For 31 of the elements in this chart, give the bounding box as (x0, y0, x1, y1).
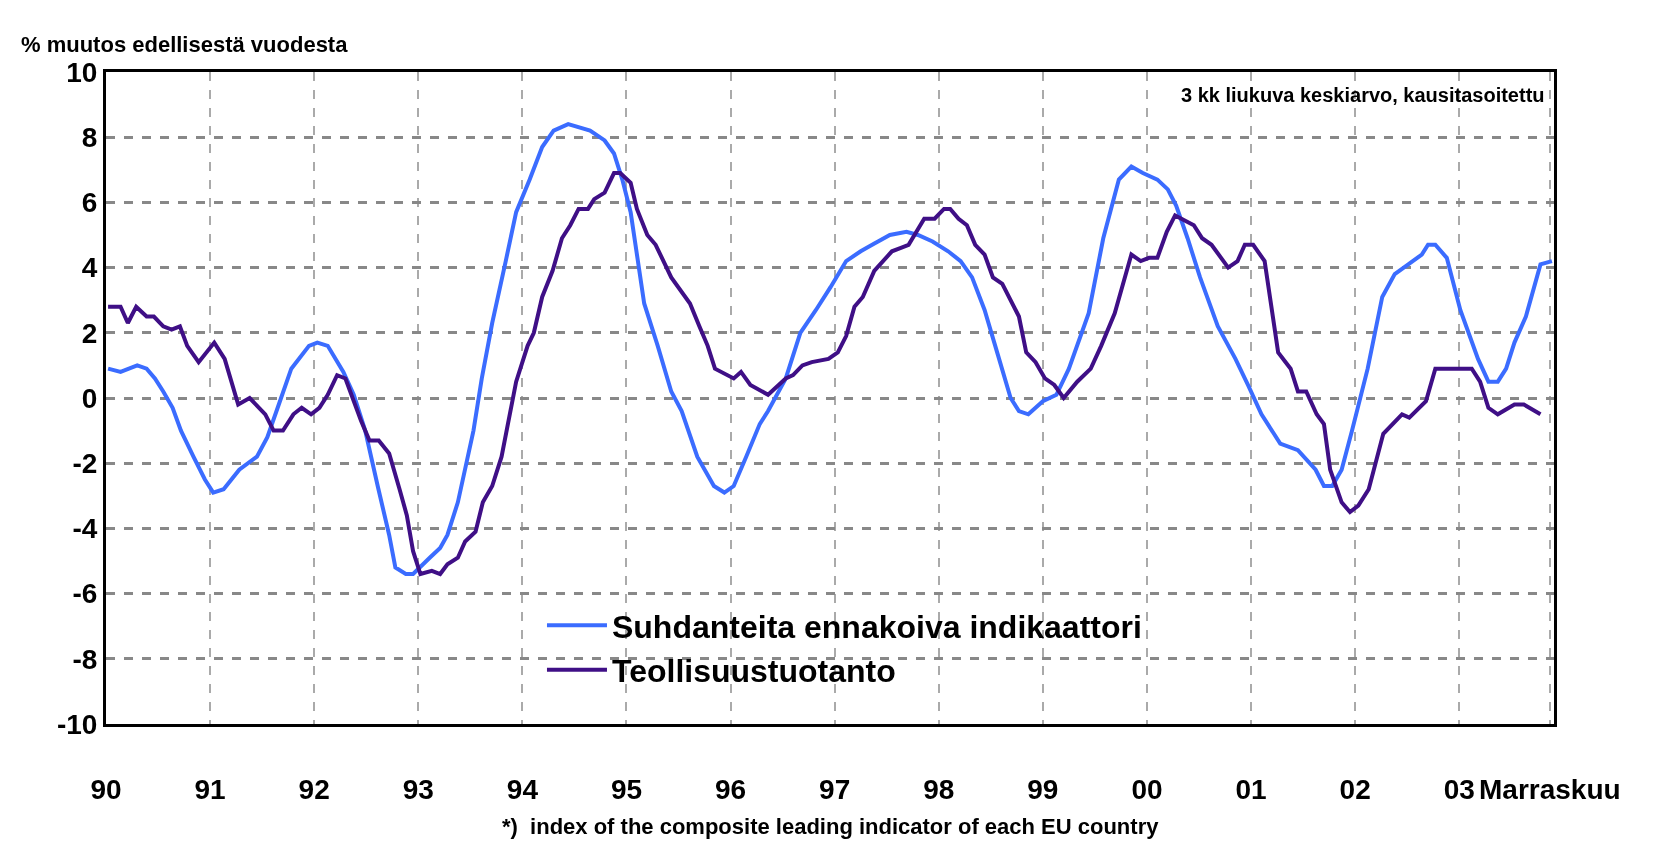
y-tick-label: 8 (81, 122, 98, 153)
x-tick-label: 92 (298, 773, 330, 805)
y-tick-label: -2 (72, 448, 98, 479)
x-tick-label: 01 (1235, 773, 1267, 805)
text: *) index of the composite leading indicator of each EU country (502, 814, 1160, 839)
x-tick-label: 95 (610, 773, 643, 805)
y-tick-label: 6 (81, 187, 98, 219)
y-tick-label: 0 (81, 382, 98, 414)
x-tick-label: 03 (1443, 773, 1475, 805)
y-tick-label: -8 (72, 643, 98, 675)
legend-label: Teollisuustuotanto (611, 653, 896, 690)
x-tick-label: 99 (1027, 773, 1059, 805)
x-tick-label: Marraskuu (1479, 773, 1621, 805)
x-tick-label: 00 (1131, 773, 1163, 805)
y-tick-label: 10 (66, 56, 98, 88)
x-tick-label: 94 (506, 773, 539, 805)
x-tick-label: 91 (194, 773, 226, 805)
y-tick-label: 2 (81, 317, 98, 349)
x-tick-label: 02 (1339, 773, 1371, 805)
x-tick-label: 93 (402, 773, 434, 805)
y-tick-label: -6 (72, 578, 98, 610)
x-tick-label: 90 (90, 773, 122, 805)
y-tick-label: 4 (81, 252, 98, 284)
x-tick-label: 98 (923, 773, 955, 805)
legend-label: Suhdanteita ennakoiva indikaattori (611, 608, 1142, 645)
annotation: 3 kk liukuva keskiarvo, kausitasoitettu (1181, 84, 1545, 106)
y-tick-label: -4 (72, 513, 98, 545)
x-tick-label: 96 (715, 773, 747, 805)
x-tick-label: 97 (819, 773, 851, 805)
y-tick-label: -10 (56, 708, 98, 740)
y-axis-title: % muutos edellisestä vuodesta (21, 32, 349, 57)
